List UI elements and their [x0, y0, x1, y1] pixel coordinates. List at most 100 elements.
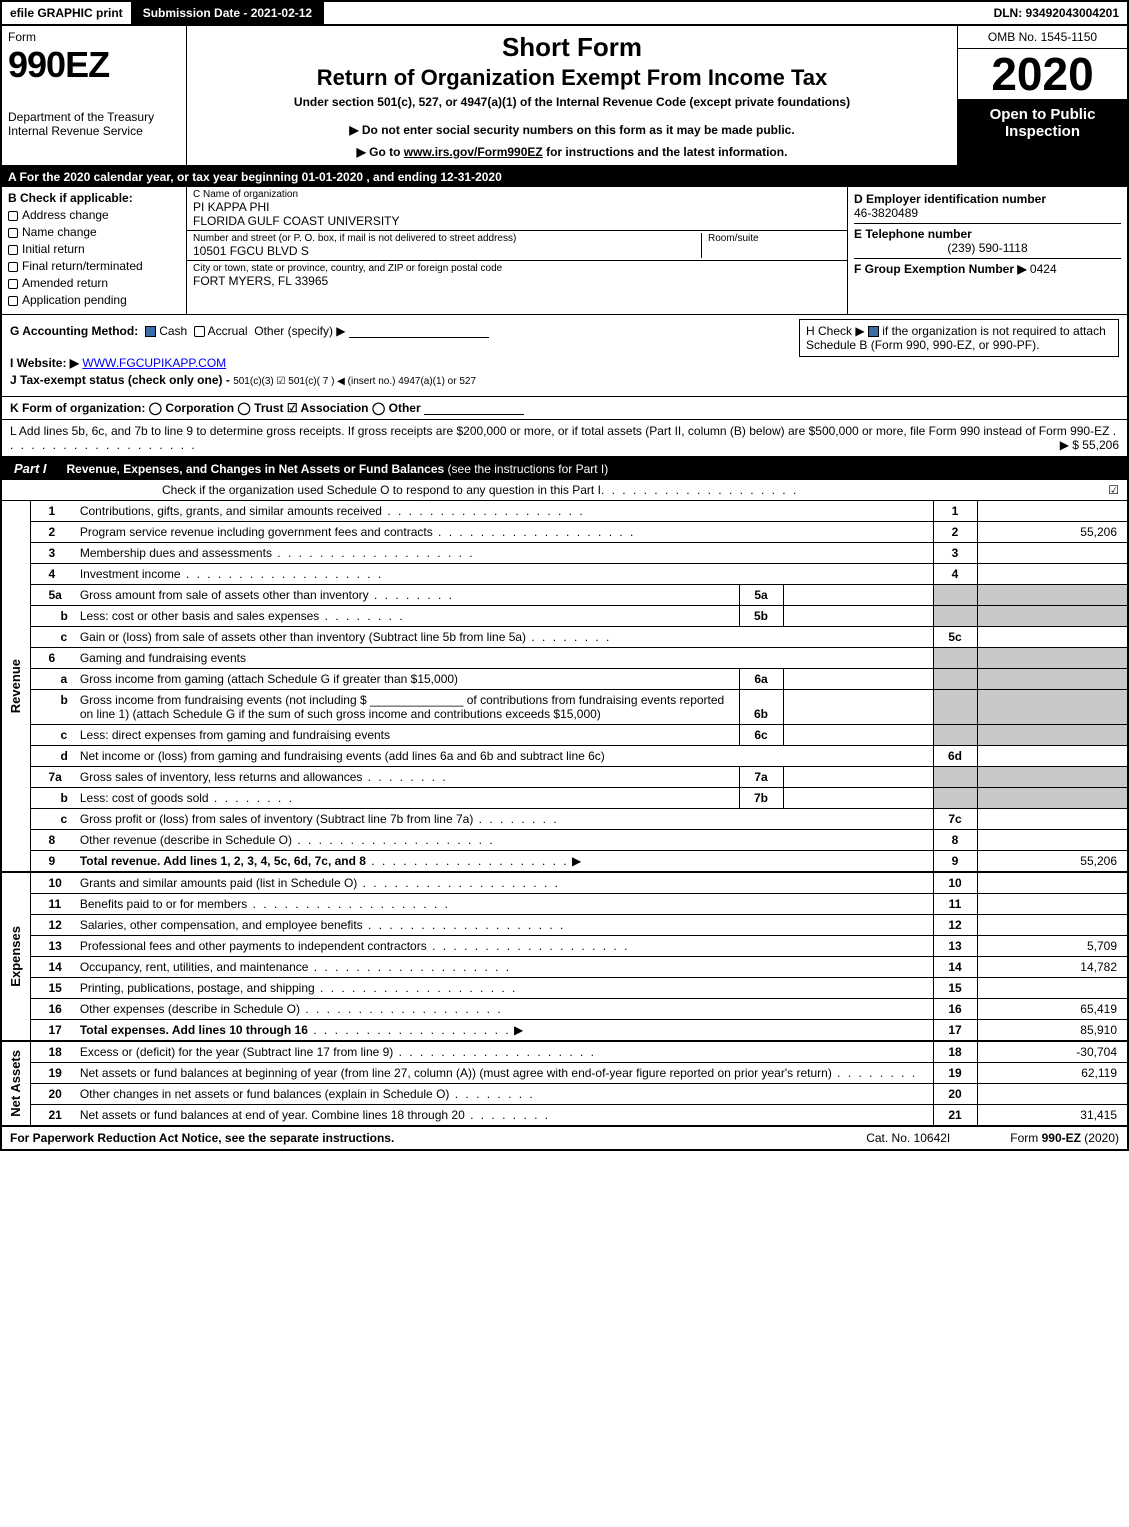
table-row: 21 Net assets or fund balances at end of… [2, 1105, 1127, 1126]
check-amended-return[interactable]: Amended return [8, 276, 180, 290]
i-label: I Website: ▶ [10, 356, 79, 370]
table-row: 4 Investment income 4 [2, 564, 1127, 585]
line-9-total-revenue: 55,206 [977, 851, 1127, 873]
table-row: 19 Net assets or fund balances at beginn… [2, 1063, 1127, 1084]
d-label: D Employer identification number [854, 192, 1046, 206]
table-row: b Less: cost or other basis and sales ex… [2, 606, 1127, 627]
entity-right: D Employer identification number 46-3820… [847, 187, 1127, 314]
dept-irs: Internal Revenue Service [8, 124, 180, 138]
omb-number: OMB No. 1545-1150 [958, 26, 1127, 49]
table-row: 13 Professional fees and other payments … [2, 936, 1127, 957]
check-name-change[interactable]: Name change [8, 225, 180, 239]
table-row: 9 Total revenue. Add lines 1, 2, 3, 4, 5… [2, 851, 1127, 873]
efile-print-label[interactable]: efile GRAPHIC print [2, 2, 131, 24]
part-1-header: Part I Revenue, Expenses, and Changes in… [2, 457, 1127, 480]
table-row: Revenue 1 Contributions, gifts, grants, … [2, 501, 1127, 522]
check-initial-return[interactable]: Initial return [8, 242, 180, 256]
line-19-amount: 62,119 [977, 1063, 1127, 1084]
g-other-input[interactable] [349, 324, 489, 338]
catalog-number: Cat. No. 10642I [866, 1131, 950, 1145]
table-row: 2 Program service revenue including gove… [2, 522, 1127, 543]
group-exemption-number: 0424 [1030, 262, 1057, 276]
dln: DLN: 93492043004201 [986, 2, 1127, 24]
table-row: a Gross income from gaming (attach Sched… [2, 669, 1127, 690]
check-address-change[interactable]: Address change [8, 208, 180, 222]
expenses-side-label: Expenses [8, 926, 23, 987]
open-public-inspection: Open to Public Inspection [958, 100, 1127, 165]
website-link[interactable]: WWW.FGCUPIKAPP.COM [82, 356, 226, 370]
revenue-side-label: Revenue [8, 659, 23, 713]
org-name-1: PI KAPPA PHI [193, 200, 841, 214]
ghij-block: H Check ▶ if the organization is not req… [2, 315, 1127, 397]
l-amount: 55,206 [1082, 438, 1119, 452]
l-gross-receipts: L Add lines 5b, 6c, and 7b to line 9 to … [2, 420, 1127, 457]
i-website-line: I Website: ▶ WWW.FGCUPIKAPP.COM [10, 356, 1119, 370]
section-c-org-info: C Name of organization PI KAPPA PHI FLOR… [187, 187, 847, 314]
table-row: b Gross income from fundraising events (… [2, 690, 1127, 725]
goto-line: ▶ Go to www.irs.gov/Form990EZ for instru… [197, 145, 947, 159]
c-label: C Name of organization [193, 189, 841, 200]
table-row: Net Assets 18 Excess or (deficit) for th… [2, 1041, 1127, 1063]
goto-pre: ▶ Go to [357, 145, 404, 159]
table-row: 3 Membership dues and assessments 3 [2, 543, 1127, 564]
header-center: Short Form Return of Organization Exempt… [187, 26, 957, 165]
table-row: b Less: cost of goods sold 7b [2, 788, 1127, 809]
form-ref: Form 990-EZ (2020) [1010, 1131, 1119, 1145]
submission-date: Submission Date - 2021-02-12 [131, 2, 324, 24]
table-row: c Less: direct expenses from gaming and … [2, 725, 1127, 746]
e-label: E Telephone number [854, 227, 972, 241]
line-num: 1 [30, 501, 74, 522]
form-header: Form 990EZ Department of the Treasury In… [2, 26, 1127, 167]
form-number: 990EZ [8, 44, 180, 86]
short-form-title: Short Form [197, 32, 947, 63]
line-13-amount: 5,709 [977, 936, 1127, 957]
line-2-amount: 55,206 [977, 522, 1127, 543]
j-tax-exempt-status: J Tax-exempt status (check only one) - 5… [10, 373, 1119, 387]
k-other-input[interactable] [424, 401, 524, 415]
line-16-amount: 65,419 [977, 999, 1127, 1020]
table-row: 5a Gross amount from sale of assets othe… [2, 585, 1127, 606]
table-row: c Gain or (loss) from sale of assets oth… [2, 627, 1127, 648]
table-row: d Net income or (loss) from gaming and f… [2, 746, 1127, 767]
line-14-amount: 14,782 [977, 957, 1127, 978]
entity-block: B Check if applicable: Address change Na… [2, 187, 1127, 315]
j-options: 501(c)(3) ☑ 501(c)( 7 ) ◀ (insert no.) 4… [233, 376, 476, 387]
j-label: J Tax-exempt status (check only one) - [10, 373, 230, 387]
section-b-checks: B Check if applicable: Address change Na… [2, 187, 187, 314]
table-row: c Gross profit or (loss) from sales of i… [2, 809, 1127, 830]
header-left: Form 990EZ Department of the Treasury In… [2, 26, 187, 165]
part-1-check-icon[interactable]: ☑ [1108, 483, 1119, 497]
line-21-amount: 31,415 [977, 1105, 1127, 1126]
g-label: G Accounting Method: [10, 324, 138, 338]
l-text: L Add lines 5b, 6c, and 7b to line 9 to … [10, 424, 1109, 438]
paperwork-notice: For Paperwork Reduction Act Notice, see … [10, 1131, 394, 1145]
check-final-return[interactable]: Final return/terminated [8, 259, 180, 273]
part-1-schedule-o-check: Check if the organization used Schedule … [2, 480, 1127, 501]
subtitle: Under section 501(c), 527, or 4947(a)(1)… [197, 95, 947, 109]
street-address: 10501 FGCU BLVD S [193, 244, 701, 258]
table-row: 6 Gaming and fundraising events [2, 648, 1127, 669]
table-row: 20 Other changes in net assets or fund b… [2, 1084, 1127, 1105]
header-right: OMB No. 1545-1150 2020 Open to Public In… [957, 26, 1127, 165]
part-1-title: Revenue, Expenses, and Changes in Net As… [59, 458, 617, 480]
line-17-total-expenses: 85,910 [977, 1020, 1127, 1042]
g-cash-checkbox[interactable] [145, 326, 156, 337]
city-label: City or town, state or province, country… [193, 263, 841, 274]
page-footer: For Paperwork Reduction Act Notice, see … [2, 1125, 1127, 1149]
addr-label: Number and street (or P. O. box, if mail… [193, 233, 701, 244]
irs-link[interactable]: www.irs.gov/Form990EZ [404, 145, 543, 159]
table-row: 7a Gross sales of inventory, less return… [2, 767, 1127, 788]
topbar: efile GRAPHIC print Submission Date - 20… [2, 2, 1127, 26]
f-label: F Group Exemption Number ▶ [854, 262, 1027, 276]
table-row: 12 Salaries, other compensation, and emp… [2, 915, 1127, 936]
check-application-pending[interactable]: Application pending [8, 293, 180, 307]
g-accrual-checkbox[interactable] [194, 326, 205, 337]
ssn-notice: ▶ Do not enter social security numbers o… [197, 123, 947, 137]
goto-post: for instructions and the latest informat… [543, 145, 788, 159]
table-row: Expenses 10 Grants and similar amounts p… [2, 872, 1127, 894]
org-name-2: FLORIDA GULF COAST UNIVERSITY [193, 214, 841, 228]
h-text-pre: H Check ▶ [806, 324, 868, 338]
h-checkbox-icon[interactable] [868, 326, 879, 337]
table-row: 14 Occupancy, rent, utilities, and maint… [2, 957, 1127, 978]
k-form-of-organization: K Form of organization: ◯ Corporation ◯ … [2, 397, 1127, 420]
